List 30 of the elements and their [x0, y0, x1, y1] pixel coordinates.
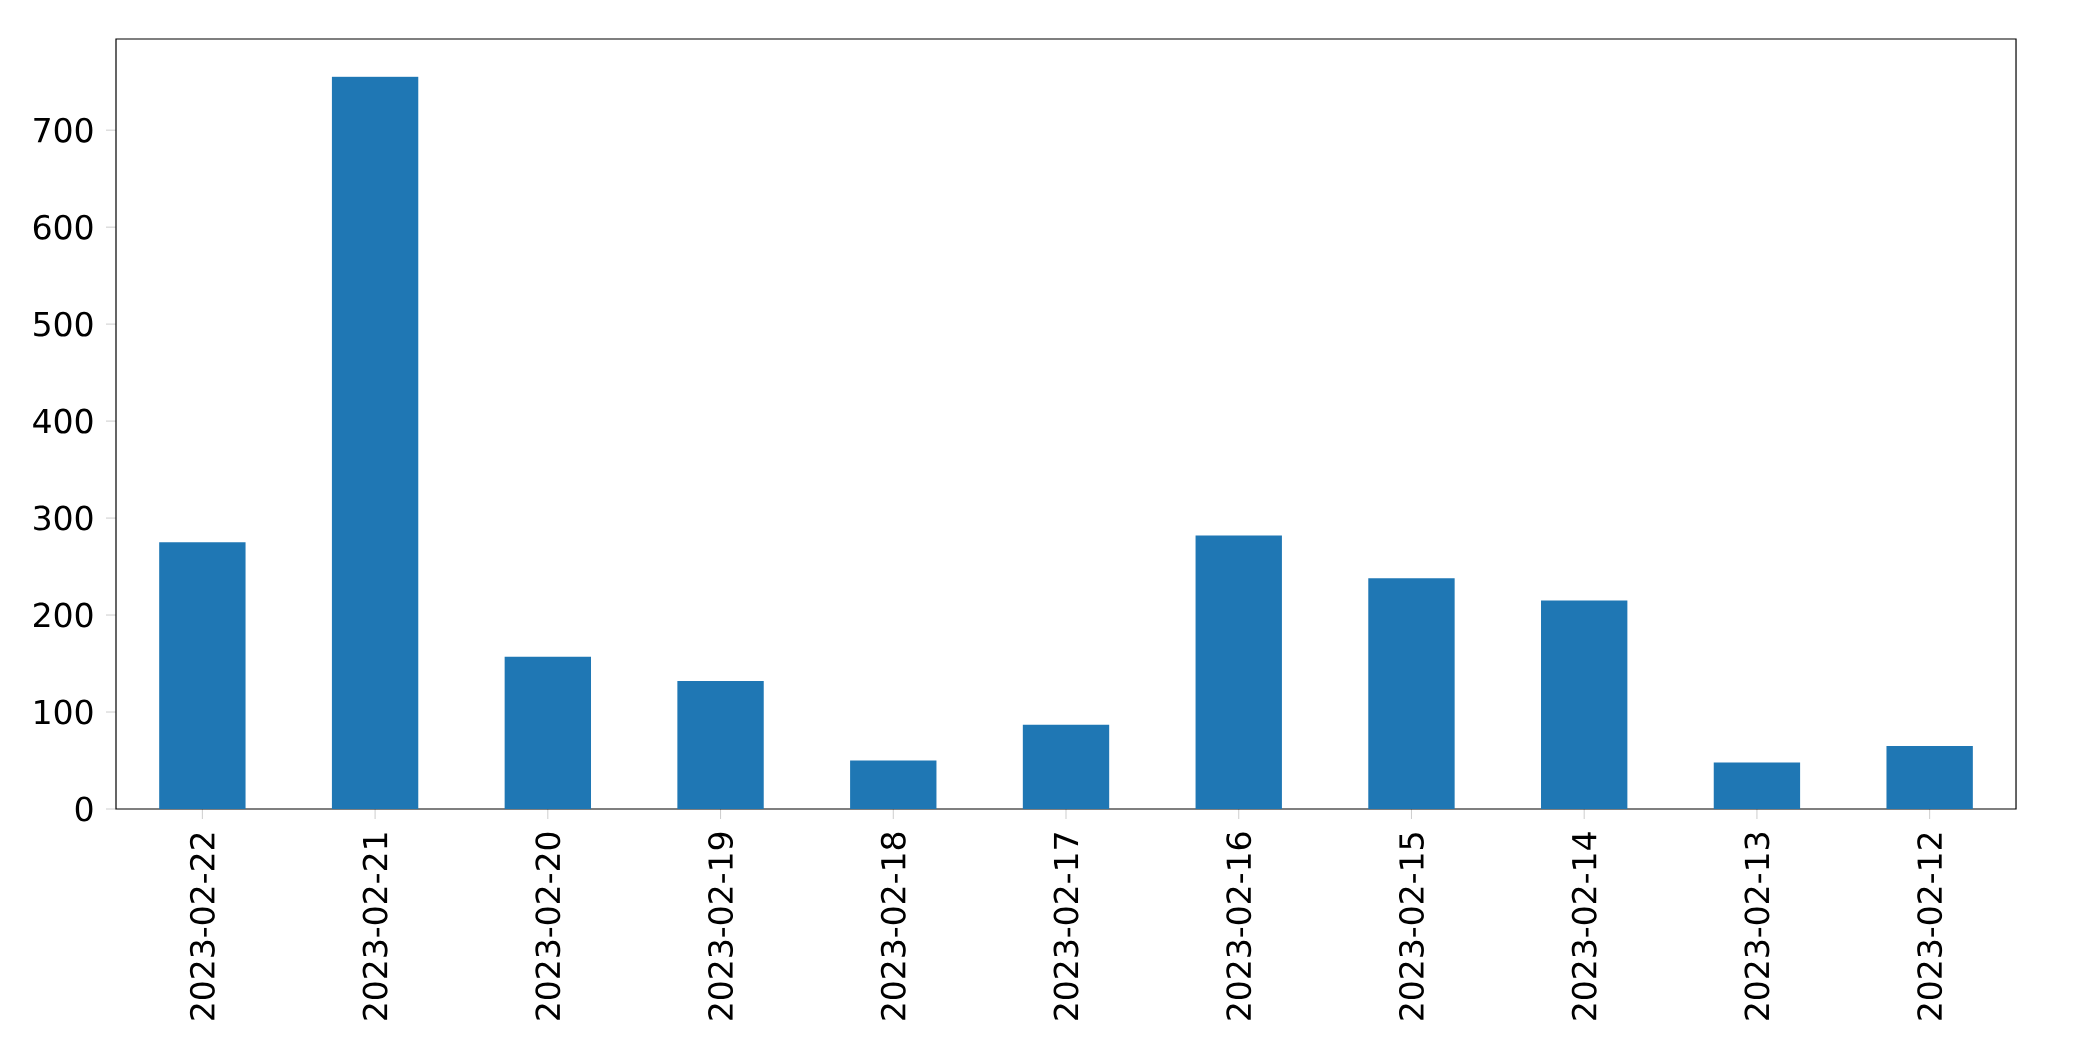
x-tick-label: 2023-02-20: [535, 832, 561, 1020]
y-tick-label: 100: [35, 699, 93, 725]
y-tick-label: 500: [34, 311, 93, 337]
bar: [1368, 578, 1455, 809]
x-tick-label: 2023-02-19: [708, 832, 734, 1020]
x-tick-label: 2023-02-22: [189, 833, 215, 1020]
bar: [677, 680, 764, 809]
x-tick-label: 2023-02-17: [1053, 833, 1079, 1020]
x-tick-label: 2023-02-15: [1398, 833, 1424, 1020]
x-tick-label: 2023-02-14: [1571, 832, 1597, 1020]
bar: [504, 656, 592, 809]
bar: [1541, 600, 1628, 809]
bar: [1886, 745, 1973, 809]
bar: [1022, 724, 1110, 809]
bar: [1195, 535, 1282, 809]
y-tick-label: 600: [33, 214, 93, 240]
y-tick-label: 700: [34, 117, 93, 143]
x-tick-label: 2023-02-16: [1226, 832, 1252, 1020]
y-tick-label: 300: [34, 505, 93, 531]
bar: [1713, 762, 1801, 809]
x-tick-label: 2023-02-21: [362, 833, 388, 1020]
bar: [159, 542, 246, 809]
y-tick-label: 200: [34, 602, 93, 628]
y-tick-label: 0: [75, 796, 93, 822]
bar: [331, 76, 419, 809]
y-tick-label: 400: [33, 408, 93, 434]
x-tick-label: 2023-02-12: [1917, 833, 1943, 1020]
bar: [850, 760, 937, 809]
x-tick-label: 2023-02-18: [880, 832, 906, 1020]
x-tick-label: 2023-02-13: [1744, 833, 1770, 1020]
